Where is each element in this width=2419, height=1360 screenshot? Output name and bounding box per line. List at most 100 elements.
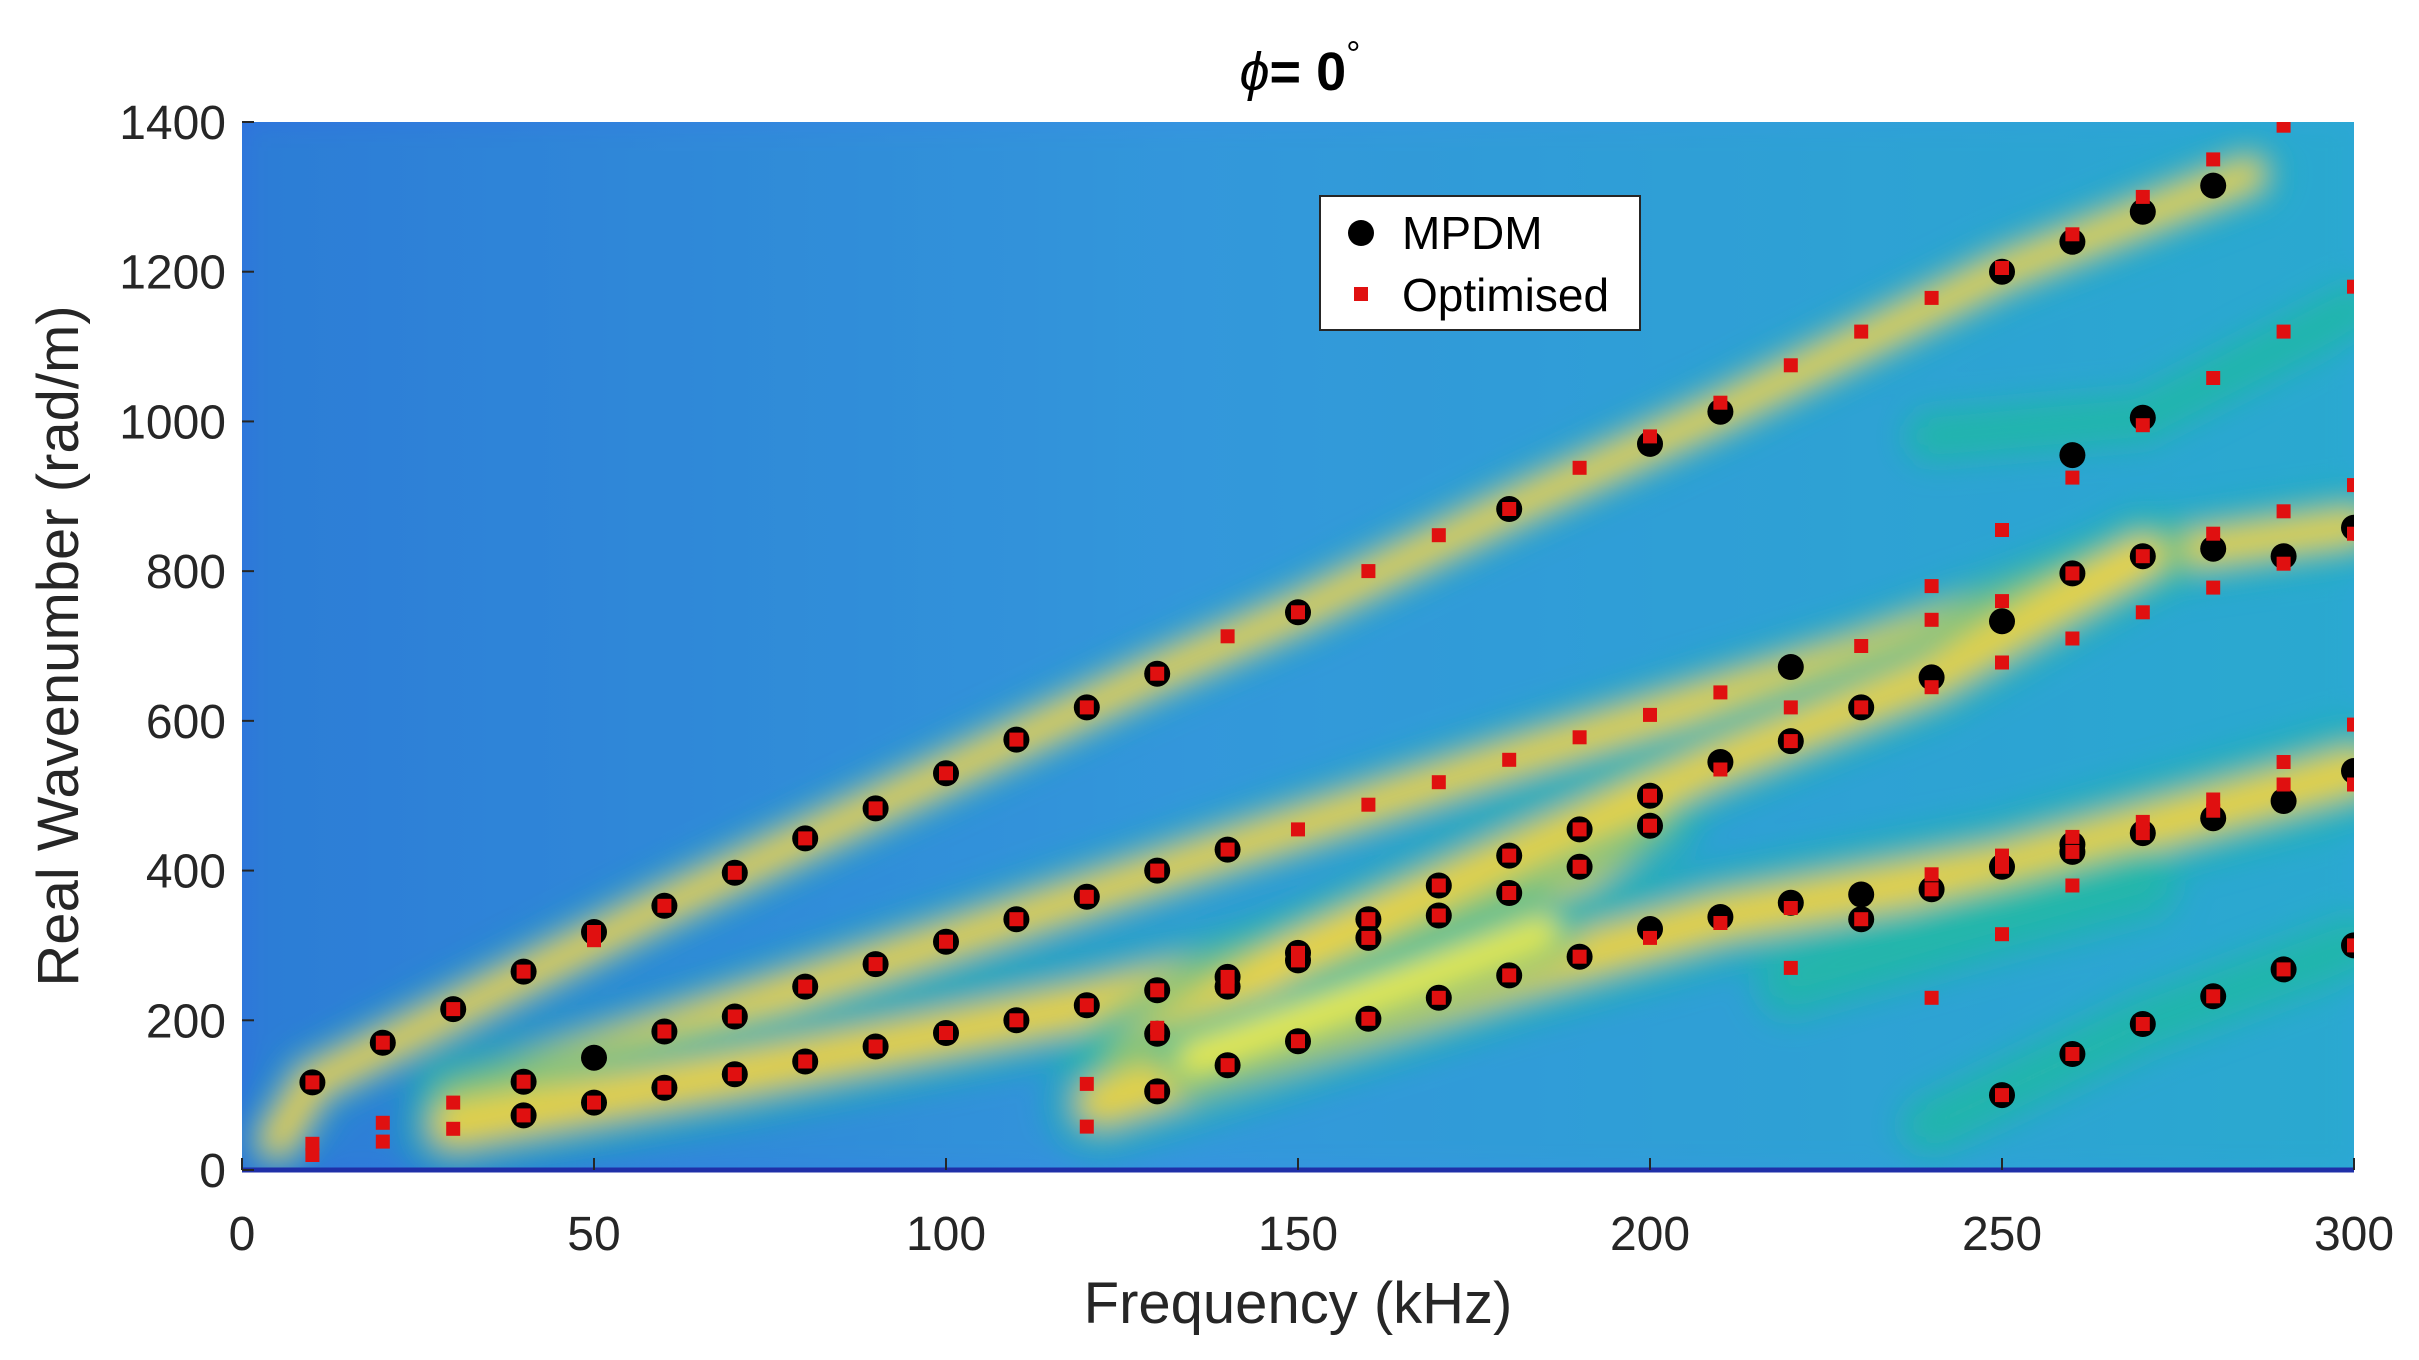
optimised-point-20 [1713, 395, 1728, 410]
optimised-point-46 [1713, 685, 1728, 700]
optimised-point-93 [1291, 1034, 1305, 1049]
optimised-point-7 [798, 831, 813, 846]
optimised-point-102 [1924, 882, 1939, 897]
optimised-point-50 [1995, 594, 2009, 609]
optimised-point-134 [305, 1148, 320, 1162]
optimised-point-81 [1713, 762, 1728, 777]
y-tick-label-4: 800 [146, 546, 226, 599]
optimised-point-98 [1643, 930, 1657, 945]
optimised-point-36 [1009, 912, 1024, 927]
optimised-point-18 [1572, 460, 1587, 475]
optimised-point-133 [305, 1136, 320, 1151]
optimised-point-85 [1995, 655, 2009, 670]
legend-optimised-label: Optimised [1402, 269, 1609, 321]
optimised-point-25 [2065, 227, 2080, 242]
optimised-point-116 [1924, 867, 1939, 882]
optimised-point-141 [1150, 1020, 1165, 1035]
title-phi-symbol: ϕ [1239, 42, 1269, 102]
x-tick-label-1: 50 [567, 1208, 620, 1261]
optimised-point-82 [1783, 734, 1798, 749]
optimised-point-10 [1009, 732, 1024, 747]
optimised-point-62 [939, 1026, 953, 1040]
optimised-point-1 [375, 1035, 390, 1050]
optimised-point-139 [1079, 1119, 1094, 1134]
optimised-point-111 [2065, 470, 2080, 485]
optimised-point-24 [1995, 261, 2009, 275]
title-degree: ° [1346, 33, 1360, 74]
optimised-point-90 [2347, 478, 2354, 493]
optimised-point-119 [2135, 814, 2150, 829]
data-markers [299, 122, 2354, 1162]
heatmap-ridge-6 [1177, 915, 1560, 1073]
optimised-point-123 [1783, 960, 1798, 975]
optimised-point-114 [2276, 324, 2291, 339]
optimised-point-68 [1361, 930, 1376, 945]
optimised-point-65 [1150, 983, 1165, 998]
optimised-point-130 [2206, 989, 2221, 1004]
optimised-point-106 [2206, 803, 2221, 818]
y-tick-label-0: 0 [199, 1145, 226, 1198]
optimised-point-15 [1361, 564, 1376, 579]
optimised-point-71 [1572, 859, 1587, 874]
optimised-point-55 [2347, 526, 2354, 541]
heatmap-ridge-5 [1773, 868, 2160, 1000]
y-tick-label-1: 200 [146, 995, 226, 1048]
mpdm-point-84 [2341, 758, 2354, 784]
x-tick-label-6: 300 [2314, 1208, 2394, 1261]
optimised-point-54 [2276, 556, 2291, 571]
optimised-point-17 [1502, 502, 1517, 516]
optimised-point-16 [1431, 528, 1446, 543]
mpdm-point-85 [1848, 881, 1875, 908]
optimised-point-135 [375, 1115, 390, 1130]
optimised-point-122 [2347, 717, 2354, 732]
optimised-point-77 [1431, 878, 1446, 893]
optimised-point-109 [1924, 579, 1939, 594]
optimised-point-11 [1079, 700, 1094, 715]
heatmap-ridge-3 [1102, 536, 2163, 1078]
optimised-point-56 [516, 1108, 531, 1123]
plot-area [242, 122, 2354, 1173]
optimised-point-125 [1995, 927, 2009, 942]
optimised-point-115 [2347, 279, 2354, 294]
optimised-point-92 [1220, 1058, 1235, 1073]
optimised-point-128 [2065, 1047, 2080, 1061]
optimised-point-47 [1783, 700, 1798, 715]
x-tick-label-3: 150 [1258, 1208, 1338, 1261]
optimised-point-3 [516, 964, 531, 979]
optimised-point-9 [939, 766, 953, 781]
optimised-point-64 [1079, 998, 1094, 1013]
optimised-point-13 [1220, 629, 1235, 644]
optimised-point-87 [2135, 549, 2150, 564]
optimised-point-140 [1079, 1076, 1094, 1091]
optimised-point-96 [1502, 968, 1517, 983]
optimised-point-112 [2135, 418, 2150, 433]
y-tick-label-6: 1200 [119, 247, 226, 300]
y-tick-label-3: 600 [146, 696, 226, 749]
optimised-point-52 [2135, 605, 2150, 620]
optimised-point-39 [1220, 842, 1235, 857]
x-tick-label-5: 250 [1962, 1208, 2042, 1261]
legend-mpdm-marker [1348, 220, 1374, 246]
optimised-point-58 [657, 1080, 672, 1095]
optimised-point-84 [1924, 680, 1939, 695]
legend-optimised-marker [1354, 287, 1368, 301]
optimised-point-101 [1854, 912, 1869, 927]
optimised-point-28 [2276, 122, 2291, 133]
optimised-point-5 [657, 898, 672, 913]
optimised-point-95 [1431, 990, 1446, 1005]
optimised-point-118 [2065, 829, 2080, 844]
optimised-point-99 [1713, 916, 1728, 930]
optimised-point-104 [2065, 844, 2080, 859]
optimised-point-107 [2276, 777, 2291, 792]
optimised-point-42 [1431, 775, 1446, 790]
optimised-point-83 [1854, 700, 1869, 715]
mpdm-point-19 [2129, 198, 2156, 225]
mpdm-point-20 [2200, 172, 2227, 199]
optimised-point-72 [1643, 818, 1657, 833]
optimised-point-33 [798, 979, 813, 994]
optimised-point-23 [1924, 290, 1939, 305]
optimised-point-100 [1783, 901, 1798, 915]
y-axis-ticks: 0 200 400 600 800 1000 1200 1400 [119, 97, 254, 1198]
optimised-point-120 [2206, 792, 2221, 807]
optimised-point-48 [1854, 639, 1869, 653]
